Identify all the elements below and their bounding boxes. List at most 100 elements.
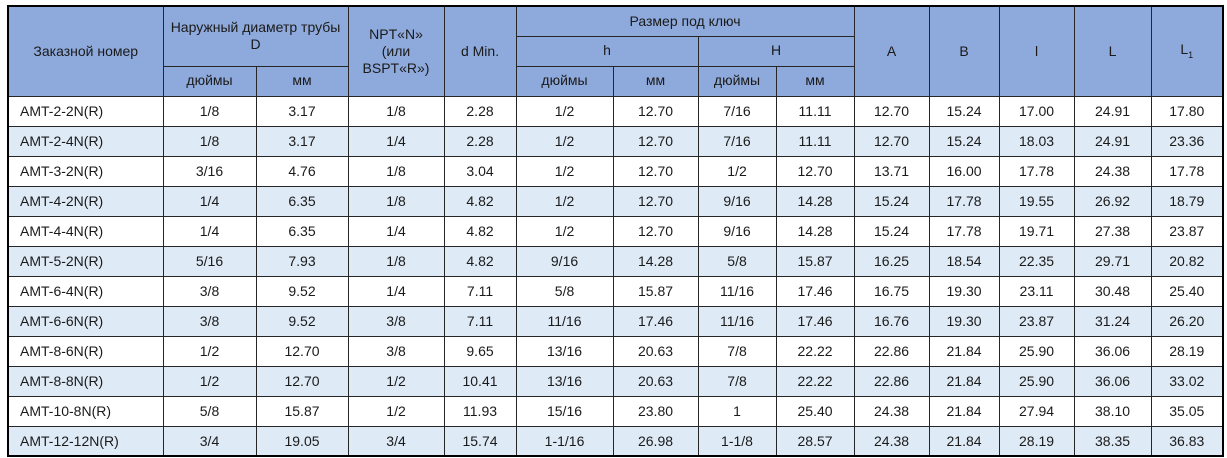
value-cell: 1/2: [347, 365, 445, 397]
value-cell: 12.70: [853, 125, 930, 157]
value-cell: 15.24: [853, 185, 930, 217]
header-order-number: Заказной номер: [7, 5, 164, 97]
value-cell: 9.65: [443, 335, 517, 367]
value-cell: 21.84: [928, 335, 1000, 367]
header-d-min: d Min.: [443, 5, 517, 97]
value-cell: 3.04: [443, 155, 517, 187]
value-cell: 1/2: [515, 155, 614, 187]
value-cell: 25.40: [1150, 275, 1224, 307]
fitting-spec-table: Заказной номер Наружный диаметр трубы D …: [7, 5, 1225, 457]
value-cell: 4.76: [255, 155, 349, 187]
value-cell: 17.78: [928, 215, 1000, 247]
value-cell: 22.35: [998, 245, 1075, 277]
value-cell: 7/8: [697, 335, 777, 367]
value-cell: 24.91: [1073, 95, 1152, 127]
value-cell: 25.90: [998, 365, 1075, 397]
header-h-mm: мм: [612, 65, 699, 97]
value-cell: 22.86: [853, 335, 930, 367]
order-number-cell: AMT-2-2N(R): [7, 95, 164, 127]
value-cell: 1/2: [515, 125, 614, 157]
order-number-cell: AMT-12-12N(R): [7, 425, 164, 457]
value-cell: 38.35: [1073, 425, 1152, 457]
value-cell: 1/2: [697, 155, 777, 187]
value-cell: 4.82: [443, 185, 517, 217]
table-row: AMT-3-2N(R) 3/16 4.76 1/8 3.04 1/2 12.70 1/2 12.…: [7, 155, 1224, 187]
value-cell: 25.90: [998, 335, 1075, 367]
value-cell: 1/4: [347, 215, 445, 247]
value-cell: 1/2: [515, 185, 614, 217]
value-cell: 20.63: [612, 335, 699, 367]
value-cell: 20.82: [1150, 245, 1224, 277]
value-cell: 1/8: [347, 185, 445, 217]
order-number-cell: AMT-3-2N(R): [7, 155, 164, 187]
value-cell: 15.87: [775, 245, 855, 277]
value-cell: 11.11: [775, 95, 855, 127]
value-cell: 1-1/8: [697, 425, 777, 457]
header-l1: L1: [1150, 5, 1224, 97]
value-cell: 3/8: [347, 335, 445, 367]
value-cell: 1: [697, 395, 777, 427]
value-cell: 12.70: [612, 125, 699, 157]
value-cell: 10.41: [443, 365, 517, 397]
value-cell: 27.38: [1073, 215, 1152, 247]
header-npt: NPT«N» (или BSPT«R»): [347, 5, 445, 97]
value-cell: 21.84: [928, 395, 1000, 427]
table-row: AMT-4-2N(R) 1/4 6.35 1/8 4.82 1/2 12.70 9/16 14.…: [7, 185, 1224, 217]
header-diameter-mm: мм: [255, 65, 349, 97]
value-cell: 2.28: [443, 95, 517, 127]
value-cell: 4.82: [443, 215, 517, 247]
value-cell: 19.55: [998, 185, 1075, 217]
value-cell: 7/16: [697, 125, 777, 157]
value-cell: 1/4: [162, 215, 257, 247]
value-cell: 6.35: [255, 185, 349, 217]
value-cell: 25.40: [775, 395, 855, 427]
value-cell: 18.79: [1150, 185, 1224, 217]
value-cell: 16.76: [853, 305, 930, 337]
value-cell: 9/16: [697, 215, 777, 247]
value-cell: 28.57: [775, 425, 855, 457]
header-npt-line2: (или: [381, 42, 411, 59]
value-cell: 23.80: [612, 395, 699, 427]
value-cell: 22.86: [853, 365, 930, 397]
value-cell: 17.78: [1150, 155, 1224, 187]
value-cell: 1/8: [347, 155, 445, 187]
value-cell: 3/16: [162, 155, 257, 187]
value-cell: 23.87: [1150, 215, 1224, 247]
value-cell: 12.70: [612, 215, 699, 247]
value-cell: 27.94: [998, 395, 1075, 427]
value-cell: 13.71: [853, 155, 930, 187]
value-cell: 15.24: [928, 125, 1000, 157]
value-cell: 11.11: [775, 125, 855, 157]
header-diameter-inches: дюймы: [162, 65, 257, 97]
header-l-small: l: [998, 5, 1075, 97]
value-cell: 12.70: [612, 95, 699, 127]
value-cell: 23.11: [998, 275, 1075, 307]
value-cell: 33.02: [1150, 365, 1224, 397]
value-cell: 9.52: [255, 305, 349, 337]
table-row: AMT-5-2N(R) 5/16 7.93 1/8 4.82 9/16 14.28 5/8 15…: [7, 245, 1224, 277]
value-cell: 24.91: [1073, 125, 1152, 157]
table-row: AMT-10-8N(R) 5/8 15.87 1/2 11.93 15/16 23.80 1 2…: [7, 395, 1224, 427]
header-l1-subscript: 1: [1188, 50, 1194, 61]
header-l1-base: L: [1180, 41, 1189, 58]
value-cell: 17.00: [998, 95, 1075, 127]
value-cell: 23.36: [1150, 125, 1224, 157]
value-cell: 38.10: [1073, 395, 1152, 427]
order-number-cell: AMT-10-8N(R): [7, 395, 164, 427]
value-cell: 17.78: [928, 185, 1000, 217]
value-cell: 7.93: [255, 245, 349, 277]
value-cell: 28.19: [998, 425, 1075, 457]
value-cell: 17.80: [1150, 95, 1224, 127]
value-cell: 3.17: [255, 95, 349, 127]
value-cell: 1/2: [515, 215, 614, 247]
header-outer-diameter: Наружный диаметр трубы D: [162, 5, 349, 67]
value-cell: 3.17: [255, 125, 349, 157]
value-cell: 15/16: [515, 395, 614, 427]
value-cell: 7.11: [443, 275, 517, 307]
value-cell: 5/8: [162, 395, 257, 427]
order-number-cell: AMT-2-4N(R): [7, 125, 164, 157]
value-cell: 5/8: [515, 275, 614, 307]
value-cell: 1/4: [347, 275, 445, 307]
value-cell: 15.24: [928, 95, 1000, 127]
value-cell: 28.19: [1150, 335, 1224, 367]
